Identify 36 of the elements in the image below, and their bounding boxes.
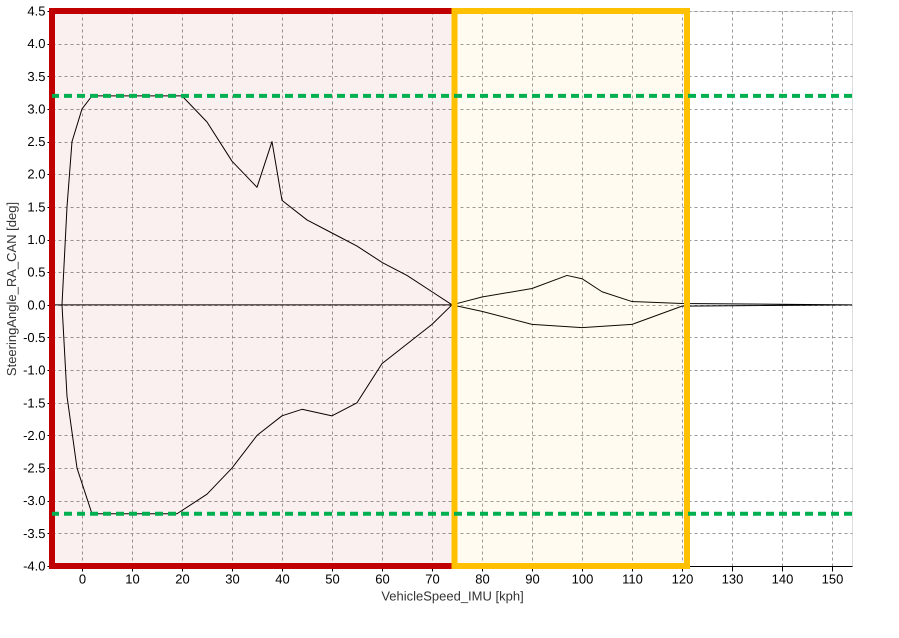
x-tick-label: 20 — [175, 572, 190, 586]
x-tick-label: 150 — [822, 572, 844, 586]
y-tick-label: -2.5 — [23, 460, 46, 476]
y-tick-label: -0.5 — [23, 330, 46, 345]
y-tick-label: -2.0 — [23, 428, 46, 443]
x-tick-label: 80 — [475, 572, 490, 586]
x-tick-label: 130 — [722, 572, 744, 586]
x-tick-label: 10 — [125, 572, 140, 586]
y-tick-label: 0.5 — [27, 264, 46, 280]
x-axis-title: VehicleSpeed_IMU [kph] — [381, 588, 524, 604]
y-tick-label: 3.0 — [27, 101, 46, 116]
y-tick-label: 4.0 — [27, 36, 46, 52]
y-axis-title: SteeringAngle_RA_CAN [deg] — [4, 202, 20, 376]
x-tick-label: 110 — [622, 572, 643, 586]
y-tick-label: 1.0 — [27, 232, 46, 248]
y-tick-label: 2.0 — [27, 166, 46, 182]
y-tick-label: -3.5 — [23, 526, 46, 541]
x-tick-label: 40 — [275, 572, 290, 586]
y-tick-label: 2.5 — [27, 134, 46, 150]
x-tick-label: 100 — [572, 572, 594, 586]
y-tick-label: -1.0 — [23, 362, 46, 378]
y-tick-label: -4.0 — [23, 558, 46, 574]
y-tick-label: -1.5 — [23, 395, 46, 410]
x-tick-label: 120 — [672, 572, 694, 586]
y-tick-label: 1.5 — [27, 199, 46, 214]
y-tick-label: -3.0 — [23, 493, 46, 508]
x-tick-label: 60 — [375, 572, 390, 586]
y-tick-label: 0.0 — [27, 297, 46, 312]
x-tick-label: 70 — [425, 572, 440, 586]
x-tick-label: 140 — [772, 572, 794, 586]
y-tick-label: 4.5 — [27, 4, 46, 18]
x-tick-label: 90 — [525, 572, 540, 586]
x-tick-label: 30 — [225, 572, 240, 586]
x-tick-label: 0 — [78, 572, 86, 586]
y-tick-label: 3.5 — [27, 68, 46, 84]
x-tick-label: 50 — [325, 572, 340, 586]
